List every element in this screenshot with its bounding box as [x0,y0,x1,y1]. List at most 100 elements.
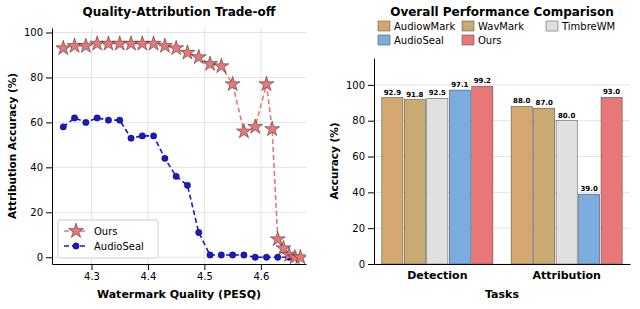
x-tick-label: Attribution [532,269,600,282]
series-marker [229,252,235,258]
x-tick: 4.4 [141,264,157,282]
series-marker [184,182,190,188]
series-marker [248,119,263,133]
plot-area [382,86,622,264]
y-axis-title: Attribution Accuracy (%) [6,73,18,219]
series-marker [259,76,274,90]
legend-label: Ours [478,35,502,46]
y-tick-mark [46,77,52,78]
bar [534,108,555,264]
y-tick-label: 40 [30,162,43,173]
x-tick-label: 4.4 [141,271,157,282]
series-marker [214,58,229,72]
y-tick-label: 60 [352,151,365,162]
legend-marker [73,243,79,249]
series-marker [263,254,269,260]
y-axis-line [52,29,53,265]
plot-area [56,36,306,264]
y-tick: 60 [352,151,374,162]
series-marker [180,45,195,59]
bar [427,98,448,264]
y-tick-label: 0 [359,259,365,270]
y-tick-label: 40 [352,187,365,198]
legend-item: AudiowMark [378,21,455,32]
y-tick-mark [46,122,52,123]
series-line [63,44,300,258]
series-marker [83,119,89,125]
legend-label: AudioSeal [94,241,144,252]
y-tick-label: 80 [352,115,365,126]
x-tick-label: 4.5 [197,271,213,282]
x-tick: 4.5 [197,264,213,282]
series-marker [78,38,93,52]
legend-label: AudioSeal [394,35,444,46]
y-tick-mark [46,167,52,168]
x-tick-mark [148,264,149,270]
legend: Ours AudioSeal [58,220,158,258]
x-axis-title: Watermark Quality (PESQ) [97,288,261,301]
y-grid-line [374,84,630,85]
legend: AudiowMark WavMark TimbreWM AudioSeal Ours [378,21,615,46]
y-axis-line [374,59,375,265]
bar [579,194,600,264]
y-grid-line [52,122,306,123]
legend-label: TimbreWM [561,21,615,32]
bar [382,98,403,264]
y-axis-title: Accuracy (%) [328,122,340,199]
series-marker [135,36,150,50]
series-marker [293,249,306,263]
legend-item: Ours [64,223,118,237]
y-grid-line [52,77,306,78]
y-tick: 60 [30,117,52,128]
series-marker [162,155,168,161]
x-axis-line [375,264,631,265]
series-marker [218,252,224,258]
data-label: 97.1 [451,81,468,89]
series-marker [146,36,161,50]
y-tick-mark [368,228,374,229]
y-tick-mark [46,32,52,33]
x-tick-label: 4.6 [253,271,269,282]
y-tick-mark [368,121,374,122]
y-tick-mark [368,192,374,193]
chart-title: Quality-Attribution Trade-off [83,5,276,19]
y-tick-mark [368,157,374,158]
series-marker [150,133,156,139]
bar [404,100,425,264]
data-label: 88.0 [513,97,530,105]
y-tick: 100 [24,27,52,38]
x-tick-mark [261,264,262,270]
data-label: 39.0 [580,185,597,193]
series-marker [207,252,213,258]
legend-item: AudioSeal [64,241,144,252]
y-tick: 100 [346,80,374,91]
y-tick-label: 0 [37,252,43,263]
series-line [63,118,289,257]
figure: 0204060801004.34.44.54.6OursAudioSealQua… [0,0,640,309]
x-tick: 4.3 [84,264,100,282]
legend-label: WavMark [478,21,524,32]
series-marker [128,135,134,141]
x-grid-line [260,28,261,264]
series-marker [225,76,240,90]
series-marker [71,115,77,121]
y-tick-mark [368,85,374,86]
data-label: 92.5 [429,89,446,97]
series-marker [112,36,127,50]
y-grid-line [52,167,306,168]
y-tick-label: 100 [24,27,43,38]
series-marker [265,121,280,135]
series-marker [252,254,258,260]
x-grid-line [204,28,205,264]
x-axis-line [53,264,307,265]
y-grid-line [52,32,306,33]
y-tick: 80 [30,72,52,83]
x-tick: Detection [407,264,467,282]
series-marker [196,229,202,235]
y-axis: 020406080100 [24,27,53,264]
legend-label: Ours [94,226,118,237]
x-tick-mark [204,264,205,270]
legend-swatch [462,21,474,31]
y-tick-label: 100 [346,80,365,91]
x-tick: Attribution [532,264,600,282]
